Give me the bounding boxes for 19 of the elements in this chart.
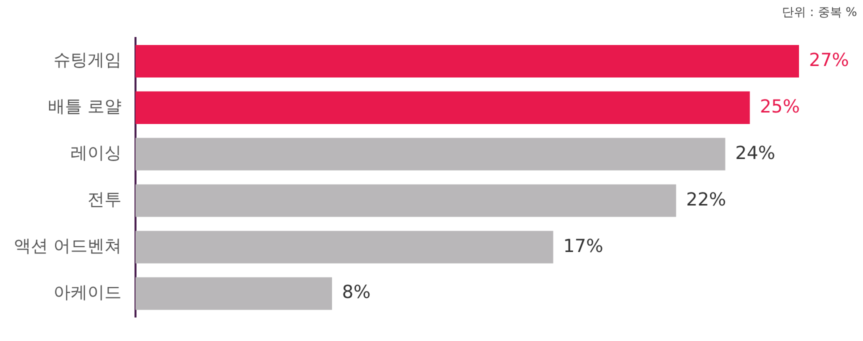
bar [135, 44, 799, 78]
data-label: 27% [809, 50, 850, 71]
data-label: 24% [735, 142, 776, 164]
y-tick-label: 배틀 로얄 [48, 97, 122, 118]
data-label: 25% [760, 96, 800, 118]
data-label: 8% [342, 282, 371, 304]
bar [135, 184, 676, 217]
bar [135, 277, 332, 310]
y-tick-label: 전투 [87, 190, 122, 210]
y-tick-label: 레이싱 [70, 144, 122, 164]
text: 단위 : 중복 % [782, 4, 857, 21]
data-label: 22% [686, 189, 726, 210]
bar [135, 230, 554, 264]
y-tick-label: 아케이드 [53, 282, 122, 303]
y-tick-label: 액션 어드벤쳐 [14, 236, 122, 257]
y-tick-label: 슈팅게임 [53, 50, 122, 71]
bar [135, 138, 726, 170]
bar [135, 91, 750, 124]
data-label: 17% [563, 236, 604, 257]
